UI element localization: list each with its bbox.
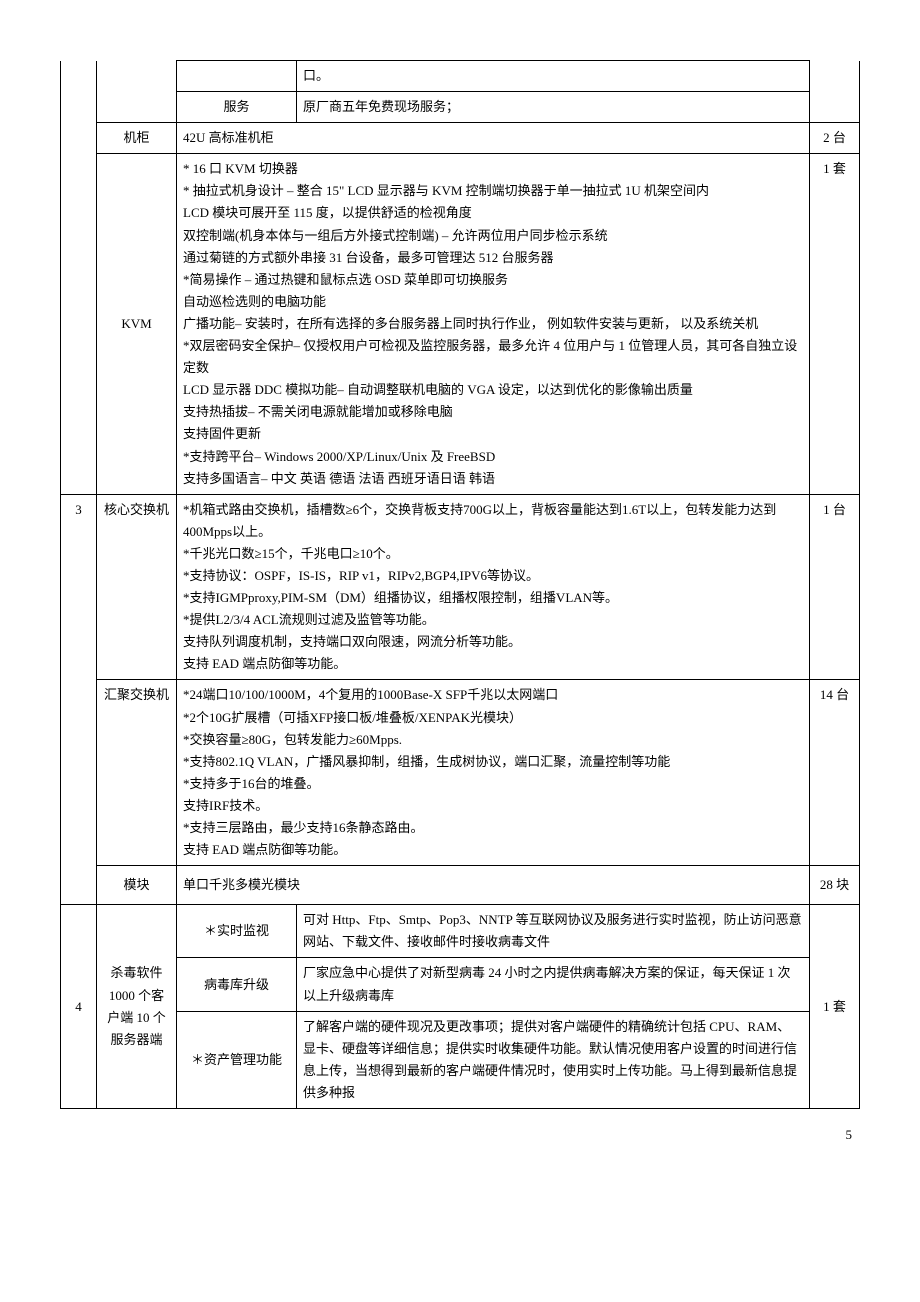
cell-qty: 2 台: [810, 123, 860, 154]
cell-desc: 厂家应急中心提供了对新型病毒 24 小时之内提供病毒解决方案的保证，每天保证 1…: [297, 958, 810, 1011]
cell-name: 模块: [97, 866, 177, 905]
table-row: 模块 单口千兆多模光模块 28 块: [61, 866, 860, 905]
cell-desc: *机箱式路由交换机，插槽数≥6个，交换背板支持700G以上，背板容量能达到1.6…: [177, 494, 810, 680]
cell-name: [97, 92, 177, 123]
cell-idx: [61, 680, 97, 866]
table-row: 病毒库升级 厂家应急中心提供了对新型病毒 24 小时之内提供病毒解决方案的保证，…: [61, 958, 860, 1011]
cell-idx: 4: [61, 905, 97, 1109]
table-row: 3 核心交换机 *机箱式路由交换机，插槽数≥6个，交换背板支持700G以上，背板…: [61, 494, 860, 680]
table-row: 汇聚交换机 *24端口10/100/1000M，4个复用的1000Base-X …: [61, 680, 860, 866]
table-row: ＊资产管理功能 了解客户端的硬件现况及更改事项；提供对客户端硬件的精确统计包括 …: [61, 1011, 860, 1108]
spec-table: 口。 服务 原厂商五年免费现场服务； 机柜 42U 高标准机柜 2 台 KVM …: [60, 60, 860, 1109]
cell-desc: 单口千兆多模光模块: [177, 866, 810, 905]
cell-idx: [61, 866, 97, 905]
cell-desc: 口。: [297, 61, 810, 92]
cell-desc: 可对 Http、Ftp、Smtp、Pop3、NNTP 等互联网协议及服务进行实时…: [297, 905, 810, 958]
cell-name: 核心交换机: [97, 494, 177, 680]
cell-sub: 病毒库升级: [177, 958, 297, 1011]
cell-qty: 1 套: [810, 905, 860, 1109]
cell-qty: [810, 61, 860, 92]
cell-sub: [177, 61, 297, 92]
cell-desc: * 16 口 KVM 切换器 * 抽拉式机身设计 – 整合 15" LCD 显示…: [177, 154, 810, 494]
table-row: 口。: [61, 61, 860, 92]
cell-desc: 42U 高标准机柜: [177, 123, 810, 154]
table-row: 服务 原厂商五年免费现场服务；: [61, 92, 860, 123]
cell-qty: [810, 92, 860, 123]
cell-name: 汇聚交换机: [97, 680, 177, 866]
cell-qty: 1 套: [810, 154, 860, 494]
cell-name: [97, 61, 177, 92]
cell-idx: 3: [61, 494, 97, 680]
cell-qty: 28 块: [810, 866, 860, 905]
cell-name: 杀毒软件1000 个客户端 10 个服务器端: [97, 905, 177, 1109]
page-number: 5: [60, 1127, 860, 1143]
cell-sub: ＊资产管理功能: [177, 1011, 297, 1108]
cell-desc: 了解客户端的硬件现况及更改事项；提供对客户端硬件的精确统计包括 CPU、RAM、…: [297, 1011, 810, 1108]
cell-name: 机柜: [97, 123, 177, 154]
cell-sub: ＊实时监视: [177, 905, 297, 958]
table-row: 4 杀毒软件1000 个客户端 10 个服务器端 ＊实时监视 可对 Http、F…: [61, 905, 860, 958]
cell-desc: *24端口10/100/1000M，4个复用的1000Base-X SFP千兆以…: [177, 680, 810, 866]
cell-sub: 服务: [177, 92, 297, 123]
cell-qty: 1 台: [810, 494, 860, 680]
cell-name: KVM: [97, 154, 177, 494]
cell-desc: 原厂商五年免费现场服务；: [297, 92, 810, 123]
cell-qty: 14 台: [810, 680, 860, 866]
table-row: 机柜 42U 高标准机柜 2 台: [61, 123, 860, 154]
table-row: KVM * 16 口 KVM 切换器 * 抽拉式机身设计 – 整合 15" LC…: [61, 154, 860, 494]
cell-idx: [61, 61, 97, 495]
